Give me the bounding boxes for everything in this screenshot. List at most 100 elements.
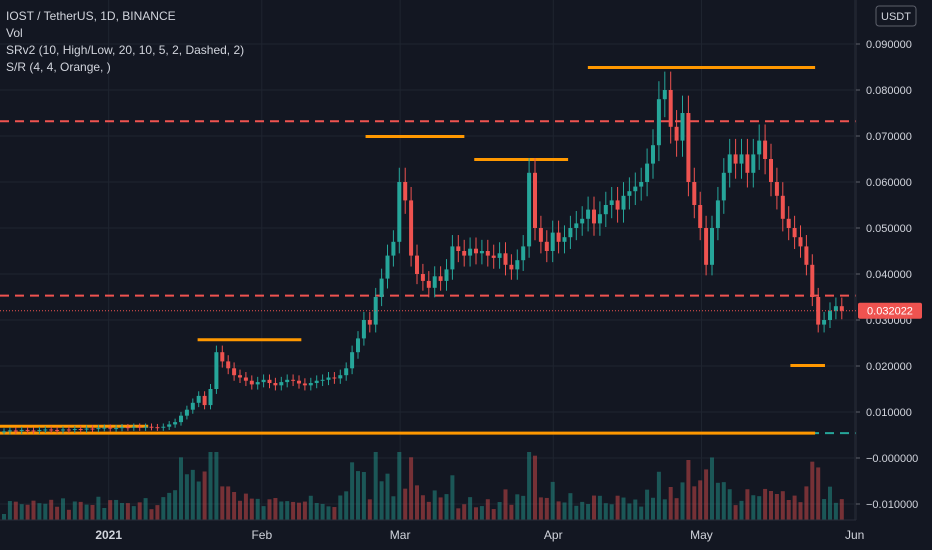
volume-bar (19, 504, 24, 520)
volume-bar (792, 495, 797, 520)
candle-body (798, 237, 803, 247)
indicator-vol[interactable]: Vol (6, 26, 23, 40)
candle-body (497, 253, 502, 258)
volume-bar (143, 498, 148, 520)
volume-bar (243, 493, 248, 520)
volume-bar (757, 496, 762, 520)
volume-bar (645, 489, 650, 520)
candle-body (255, 382, 260, 385)
volume-bar (686, 460, 691, 520)
price-tick-label: 0.020000 (866, 361, 912, 373)
volume-bar (816, 467, 821, 520)
volume-bar (344, 491, 349, 520)
candle-body (509, 264, 514, 270)
volume-bar (780, 491, 785, 520)
candle-body (291, 379, 296, 381)
candle-body (745, 154, 750, 173)
volume-bar (597, 495, 602, 520)
candle-body (72, 429, 77, 431)
candle-body (25, 429, 30, 431)
volume-bar (72, 501, 77, 520)
candle-body (108, 427, 113, 429)
volume-bar (692, 486, 697, 520)
volume-bar (698, 480, 703, 520)
volume-bar (332, 507, 337, 520)
candle-body (297, 380, 301, 384)
candle-body (120, 427, 124, 429)
volume-bar (462, 504, 467, 520)
volume-bar (415, 485, 419, 520)
candle-body (468, 248, 473, 256)
volume-bar (828, 486, 832, 520)
volume-bar (833, 502, 838, 520)
candle-body (692, 182, 697, 205)
volume-bar (202, 471, 207, 520)
volume-bar (102, 508, 107, 520)
candle-body (31, 430, 36, 432)
volume-bar (96, 496, 101, 520)
volume-bar (49, 499, 54, 520)
volume-bar (66, 509, 71, 520)
volume-bar (426, 501, 431, 520)
volume-bar (668, 487, 673, 520)
candle-body (698, 205, 703, 228)
volume-bar (385, 473, 390, 520)
candle-body (586, 209, 591, 219)
indicator-srv2[interactable]: SRv2 (10, High/Low, 20, 10, 5, 2, Dashed… (6, 43, 245, 57)
volume-bar (603, 503, 608, 520)
currency-button[interactable]: USDT (875, 5, 917, 27)
volume-bar (804, 486, 809, 520)
candle-body (19, 429, 24, 431)
candle-body (727, 154, 732, 173)
volume-bar (350, 462, 355, 520)
candle-body (202, 395, 207, 406)
volume-bar (651, 497, 655, 520)
candle-body (397, 182, 402, 242)
candle-body (102, 427, 107, 429)
candle-body (450, 246, 455, 270)
volume-bar (214, 452, 219, 520)
volume-bar (745, 489, 750, 520)
volume-bar (580, 501, 585, 520)
candle-body (332, 377, 337, 379)
candle-body (668, 90, 673, 127)
candle-body (308, 383, 313, 386)
volume-bar (639, 506, 644, 520)
volume-bar (544, 497, 549, 520)
candlesticks[interactable] (2, 71, 844, 435)
volume-bar (43, 503, 48, 520)
indicator-sr[interactable]: S/R (4, 4, Orange, ) (6, 60, 111, 74)
volume-bar (839, 499, 844, 520)
candle-body (161, 426, 166, 428)
current-price-label: 0.032022 (867, 306, 913, 318)
price-tick-label: 0.070000 (866, 131, 912, 143)
volume-bar (55, 506, 60, 520)
candle-body (804, 246, 809, 265)
candle-body (214, 352, 219, 389)
candle-body (639, 182, 644, 187)
symbol-title[interactable]: IOST / TetherUS, 1D, BINANCE (6, 9, 176, 23)
candle-body (527, 172, 532, 247)
volume-bar (13, 501, 18, 520)
candle-body (580, 218, 585, 224)
volume-bar (373, 452, 378, 520)
time-axis[interactable]: 2021 Feb Mar Apr May Jun (95, 528, 864, 542)
price-axis[interactable]: 0.090000 0.080000 0.070000 0.060000 0.050000… (856, 39, 918, 511)
candle-body (367, 320, 372, 325)
candle-body (415, 255, 419, 274)
volume-bar (297, 502, 301, 520)
candle-body (13, 430, 18, 432)
candle-body (609, 200, 614, 205)
candle-body (574, 223, 579, 228)
candle-body (662, 90, 667, 100)
volume-bar (674, 498, 679, 520)
volume-bar (131, 506, 136, 520)
volume-bar (810, 461, 815, 520)
time-tick-label: Feb (251, 528, 272, 542)
candle-body (710, 228, 714, 265)
volume-bar (662, 499, 667, 520)
price-tick-label: −0.000000 (866, 453, 918, 465)
candle-body (155, 427, 160, 429)
candle-body (597, 214, 602, 224)
